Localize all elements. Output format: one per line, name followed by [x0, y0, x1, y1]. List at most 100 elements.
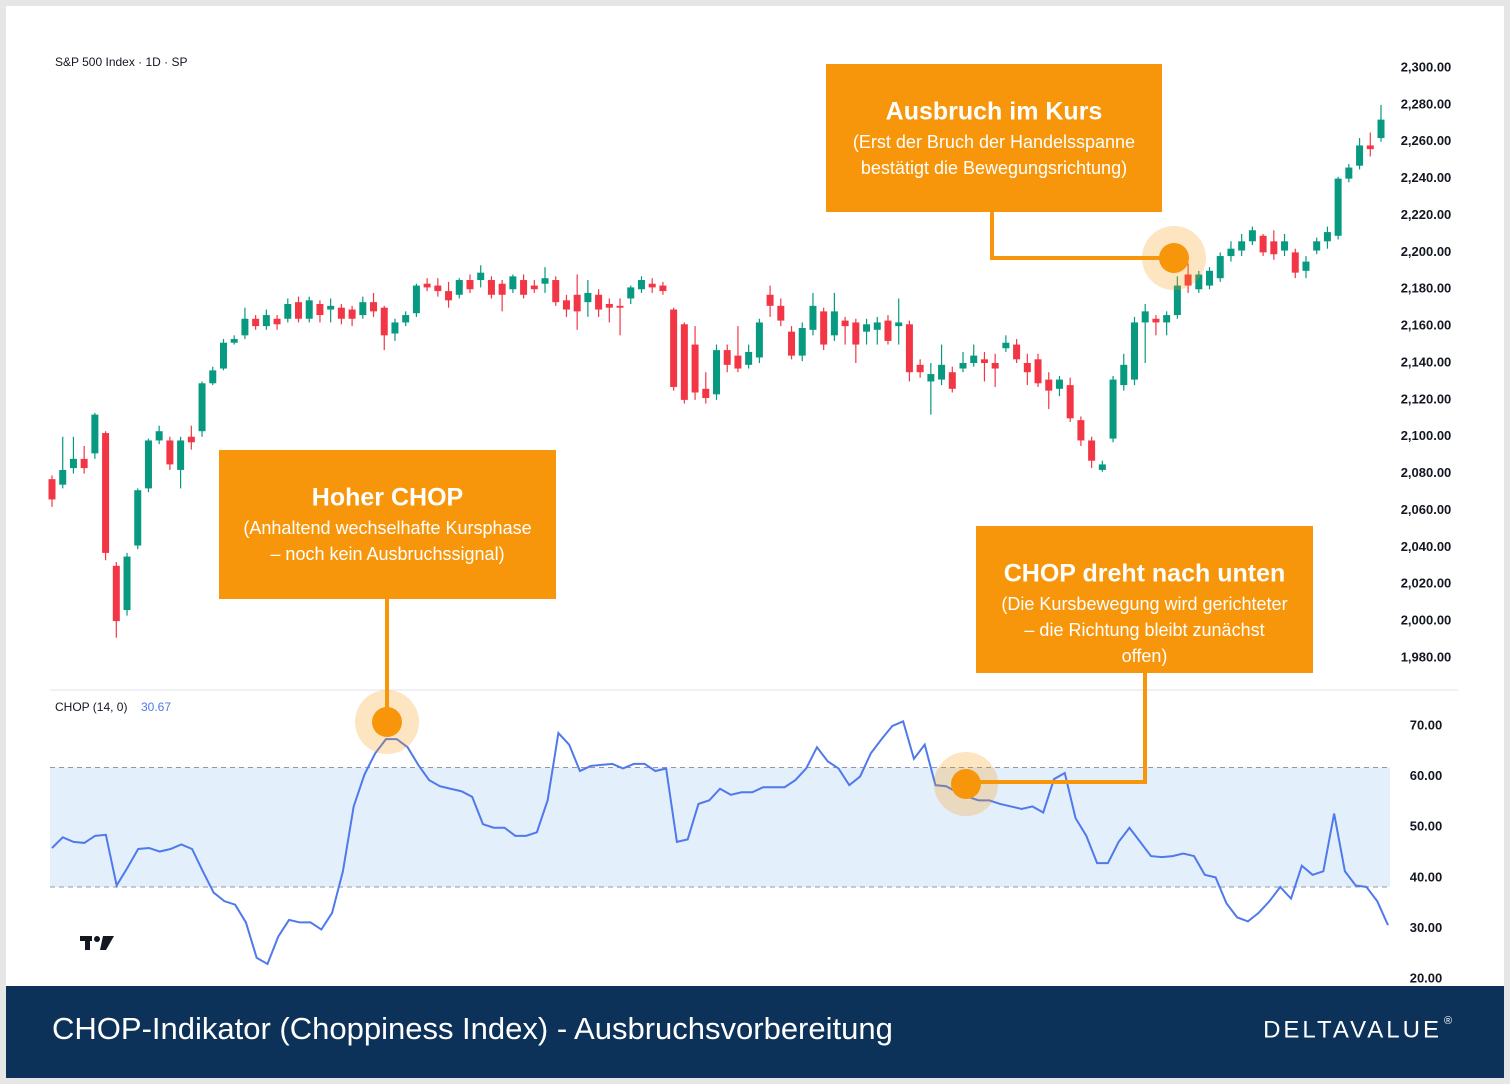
annotation-text: (Anhaltend wechselhafte Kursphase: [243, 518, 531, 538]
candle-body: [262, 315, 270, 327]
candle-body: [916, 364, 924, 373]
candle-body: [755, 322, 763, 358]
candle-body: [1045, 379, 1053, 391]
candle-body: [1141, 311, 1149, 323]
annotation-box: [826, 64, 1162, 212]
candle-body: [1055, 379, 1063, 389]
candle-body: [884, 320, 892, 341]
candle-body: [562, 300, 570, 310]
candle-body: [1377, 119, 1385, 139]
candle-body: [670, 309, 678, 387]
candle-body: [434, 285, 442, 292]
candle-body: [1034, 359, 1042, 384]
candle-body: [187, 436, 195, 443]
candle-body: [959, 363, 967, 369]
annotation-title: Hoher CHOP: [312, 484, 463, 512]
footer-logo: DELTAVALUE: [1263, 1016, 1442, 1043]
symbol-header: S&P 500 Index · 1D · SP: [55, 55, 188, 69]
candle-body: [252, 318, 260, 327]
candle-body: [1066, 385, 1074, 419]
candle-body: [1227, 248, 1235, 257]
candle-body: [1152, 318, 1160, 323]
candle-body: [1248, 230, 1256, 242]
candle-body: [1130, 322, 1138, 380]
candle-body: [1313, 241, 1321, 251]
candle-body: [1184, 274, 1192, 286]
candle-body: [295, 302, 303, 319]
annotation-title: CHOP dreht nach unten: [1004, 560, 1286, 588]
candle-body: [830, 311, 838, 336]
candle-body: [455, 280, 463, 295]
y-tick-label: 2,140.00: [1401, 354, 1452, 369]
indicator-value: 30.67: [141, 700, 171, 714]
candle-body: [412, 285, 420, 314]
candle-body: [380, 307, 388, 336]
annotation-connector: [965, 673, 1147, 784]
indicator-name: CHOP (14, 0): [55, 700, 127, 714]
candle-body: [616, 305, 624, 308]
candle-body: [466, 280, 474, 290]
candle-body: [798, 327, 806, 356]
candle-body: [370, 302, 378, 312]
candle-body: [1238, 241, 1246, 251]
candle-body: [1356, 145, 1364, 166]
candle-body: [852, 322, 860, 345]
candle-body: [1173, 285, 1181, 316]
candle-body: [166, 440, 174, 465]
candle-body: [788, 331, 796, 356]
candle-body: [91, 414, 99, 454]
y-tick-label: 70.00: [1410, 717, 1443, 732]
candle-body: [1023, 363, 1031, 373]
candle-body: [541, 278, 549, 284]
annotation-text: – noch kein Ausbruchssignal): [270, 544, 504, 564]
candle-body: [327, 305, 335, 310]
annotation-connector: [990, 212, 1172, 260]
candle-body: [1291, 252, 1299, 273]
candle-body: [1088, 440, 1096, 461]
candle-body: [573, 294, 581, 312]
candle-body: [69, 458, 77, 469]
y-tick-label: 2,080.00: [1401, 465, 1452, 480]
candle-body: [1345, 167, 1353, 179]
y-tick-label: 2,300.00: [1401, 59, 1452, 74]
candle-body: [659, 285, 667, 292]
candle-body: [938, 364, 946, 380]
candle-body: [509, 276, 517, 290]
candle-body: [766, 294, 774, 306]
tv-logo: [80, 936, 114, 950]
candle-body: [1002, 342, 1010, 349]
candle-body: [230, 339, 238, 343]
candle-body: [745, 351, 753, 365]
y-tick-label: 2,060.00: [1401, 502, 1452, 517]
y-tick-label: 40.00: [1410, 869, 1443, 884]
candle-body: [927, 374, 935, 382]
y-tick-label: 20.00: [1410, 971, 1443, 986]
plot: 2,300.00 2,280.00 2,260.00 2,240.00 2,220.00…: [48, 59, 1452, 986]
candle-body: [734, 355, 742, 369]
candle-body: [1366, 145, 1374, 150]
candle-body: [530, 285, 538, 290]
candle-body: [80, 458, 88, 469]
y-tick-label: 2,280.00: [1401, 96, 1452, 111]
candle-body: [359, 302, 367, 316]
candle-body: [1206, 270, 1214, 286]
candle-body: [1077, 420, 1085, 441]
candle-body: [402, 315, 410, 323]
candle-body: [477, 272, 485, 281]
y-tick-label: 1,980.00: [1401, 649, 1452, 664]
candle-body: [219, 342, 227, 369]
candle-body: [905, 324, 913, 373]
candle-body: [273, 318, 281, 325]
candle-body: [102, 433, 110, 553]
candle-body: [595, 294, 603, 310]
candle-body: [144, 440, 152, 489]
candle-body: [873, 322, 881, 330]
candle-body: [1163, 315, 1171, 323]
candle-body: [59, 469, 67, 485]
candle-body: [1120, 364, 1128, 386]
annotation-text: (Die Kursbewegung wird gerichteter: [1001, 594, 1287, 614]
chop-band: [50, 767, 1390, 887]
y-tick-label: 2,100.00: [1401, 428, 1452, 443]
candle-body: [1109, 379, 1117, 439]
